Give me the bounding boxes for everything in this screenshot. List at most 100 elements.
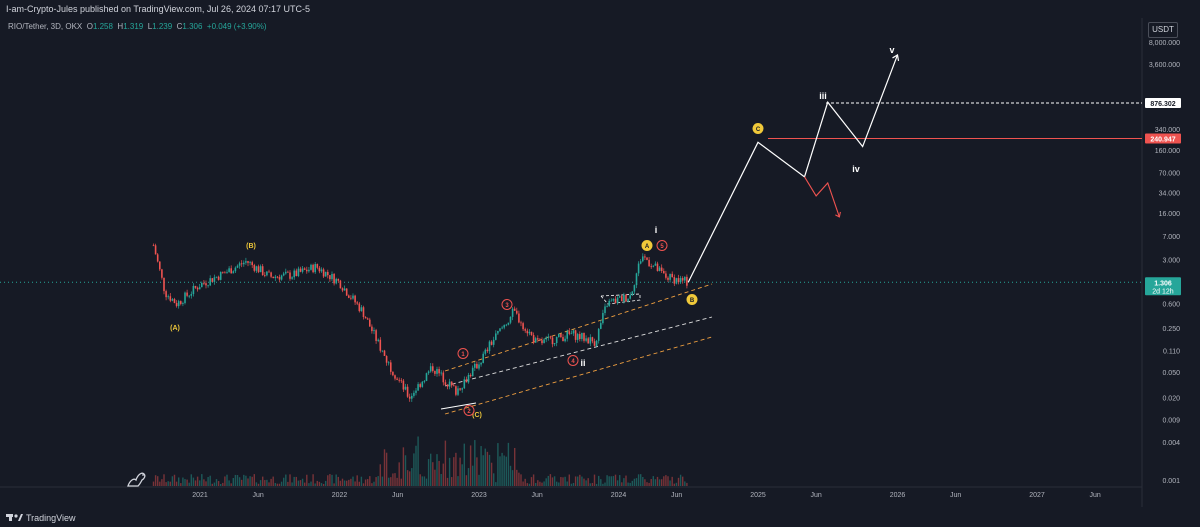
volume-bar [278,483,281,486]
wave-label: (A) [170,325,180,332]
volume-bar [457,476,459,486]
candle [639,259,642,265]
candle [356,300,358,306]
symbol-name[interactable]: RIO/Tether, 3D, OKX [8,22,83,31]
candle [459,387,461,391]
candle [228,266,230,273]
candle [534,336,537,343]
candle [558,333,560,338]
price-tag [1145,97,1181,108]
volume-bar [423,476,426,486]
volume-bar [220,483,222,486]
candle [467,372,470,384]
candle [488,340,491,354]
candle [184,291,186,305]
volume-bar [608,476,610,486]
volume-bar [621,482,623,486]
candle [555,336,558,347]
candle [656,261,659,272]
wave-label: 2 [467,409,471,415]
volume-bar [360,476,363,486]
volume-bar [182,477,184,486]
volume-bar [549,474,552,486]
trendline [440,402,477,410]
candle [629,292,631,300]
volume-bar [459,457,461,486]
volume-bar [438,460,440,486]
candle [520,320,522,327]
volume-bar [642,476,644,486]
candle [171,297,174,302]
volume-bar [404,455,407,486]
tradingview-logo[interactable]: TradingView [6,507,92,527]
volume-bar [661,479,663,486]
volume-bar [472,465,474,486]
currency-button[interactable]: USDT [1148,22,1178,38]
volume-bar [516,469,518,486]
volume-bar [249,476,251,486]
volume-bar [358,481,360,486]
candle [497,330,499,336]
volume-bar [247,478,249,486]
candle [440,370,442,376]
volume-bar [543,481,545,486]
volume-bar [154,475,157,486]
volume-bar [648,482,650,486]
candle [490,340,493,346]
volume-bar [398,462,400,486]
volume-bar [518,472,520,486]
x-tick-label: Jun [671,492,682,499]
price-tag-sub: 2d 12h [1152,288,1174,295]
volume-bar [333,483,335,486]
volume-bar [629,482,631,486]
candle [564,335,566,343]
volume-bar [455,452,457,486]
volume-bar [507,442,510,486]
volume-bar [289,474,291,486]
volume-bar [451,477,453,486]
volume-bar [551,477,554,486]
volume-bar [484,448,486,486]
volume-bar [677,477,680,486]
candle [358,301,361,313]
candle [669,273,671,283]
x-tick-label: 2027 [1029,492,1045,499]
x-tick-label: Jun [392,492,403,499]
volume-bar [184,479,186,486]
candle [156,253,159,263]
volume-bar [255,482,258,486]
candle [677,274,680,285]
candle [318,266,321,274]
volume-bar [369,476,371,486]
volume-bar [390,477,392,486]
volume-bar [442,463,444,486]
x-tick-label: 2026 [890,492,906,499]
volume-bar [169,481,171,486]
candle [327,269,329,279]
candle [686,274,688,289]
volume-bar [301,478,304,486]
candle [377,338,379,343]
open-value: 1.258 [92,22,113,31]
volume-bar [339,480,342,486]
candle [591,336,594,344]
x-axis: 2021 Jun 2022 Jun 2023 Jun 2024 Jun 2025 Jun 2026 J… [192,492,1101,499]
volume-bar [209,475,211,486]
candle [177,299,180,309]
candle [310,263,312,271]
candle [562,334,564,342]
y-tick-label: 70.000 [1159,171,1181,178]
candle [648,256,650,267]
volume-bar [234,474,237,486]
volume-bar [350,478,352,486]
volume-bar [577,476,579,486]
volume-bar [663,476,665,486]
volume-bar [612,476,615,486]
volume-bar [320,483,323,486]
volume-bar [331,474,333,486]
volume-bar [600,479,602,486]
candle [169,293,172,303]
volume-bar [505,456,507,486]
volume-bar [280,481,283,486]
